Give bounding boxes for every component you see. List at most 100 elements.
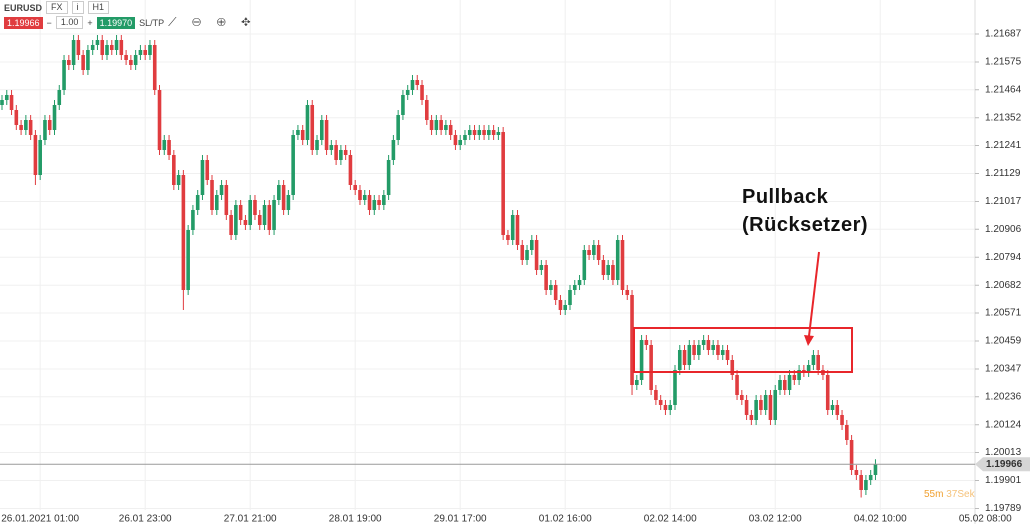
candle-body xyxy=(348,155,353,185)
candle-body xyxy=(362,195,367,200)
sltp[interactable]: SL/TP xyxy=(139,17,165,28)
candle-body xyxy=(429,120,434,130)
candle-body xyxy=(71,40,76,65)
candle-body xyxy=(324,120,329,150)
y-tick-label: 1.20794 xyxy=(985,252,1022,263)
candle-body xyxy=(773,390,778,420)
candle-body xyxy=(558,300,563,310)
candle-body xyxy=(181,175,186,290)
candle-body xyxy=(386,160,391,195)
candle-body xyxy=(162,140,167,150)
candle-body xyxy=(768,395,773,420)
candle-body xyxy=(262,205,267,225)
candle-body xyxy=(845,425,849,440)
candle-body xyxy=(864,480,868,490)
timeframe[interactable]: H1 xyxy=(87,1,110,14)
y-tick-label: 1.19901 xyxy=(985,475,1022,486)
candle-body xyxy=(334,145,338,160)
candle-body xyxy=(854,470,859,475)
candle-body xyxy=(62,60,66,90)
candle-body xyxy=(253,200,257,215)
candle-body xyxy=(19,125,23,130)
candle-body xyxy=(291,135,295,195)
candle-body xyxy=(701,340,706,345)
minus[interactable]: − xyxy=(46,17,52,28)
candle-body xyxy=(849,440,854,470)
candle-body xyxy=(520,245,525,260)
candle-body xyxy=(243,220,248,225)
candle-body xyxy=(214,195,219,210)
candle-body xyxy=(463,135,467,140)
candle-body xyxy=(859,475,863,490)
candle-body xyxy=(587,250,591,255)
candle-body xyxy=(625,290,630,295)
candle-body xyxy=(191,210,195,230)
candle-body xyxy=(81,55,85,70)
candle-body xyxy=(811,355,816,365)
info-icon[interactable]: i xyxy=(71,1,84,14)
candle-body xyxy=(472,130,477,135)
candle-body xyxy=(248,200,252,225)
arrow-head xyxy=(804,335,814,346)
candle-body xyxy=(601,260,606,275)
candle-body xyxy=(124,55,128,60)
candle-body xyxy=(596,245,601,260)
y-tick-label: 1.19789 xyxy=(985,503,1022,514)
candle-body xyxy=(267,205,272,230)
candle-body xyxy=(195,195,200,210)
candle-body xyxy=(673,370,677,405)
candle-body xyxy=(444,125,448,130)
candle-body xyxy=(319,120,324,140)
market[interactable]: FX xyxy=(46,1,68,14)
y-tick-label: 1.21017 xyxy=(985,196,1022,207)
x-tick-label: 04.02 10:00 xyxy=(854,514,907,525)
candle-body xyxy=(759,400,763,410)
y-tick-label: 1.20124 xyxy=(985,419,1022,430)
annotation-line: (Rücksetzer) xyxy=(742,214,869,236)
candle-body xyxy=(305,105,310,140)
candle-body xyxy=(176,175,181,185)
x-tick-label: 05.02 08:00 xyxy=(959,514,1012,525)
y-tick-label: 1.20906 xyxy=(985,224,1022,235)
candle-body xyxy=(114,40,119,50)
candle-body xyxy=(133,55,138,65)
candle-body xyxy=(749,415,754,420)
candle-body xyxy=(534,240,539,270)
y-tick-label: 1.20682 xyxy=(985,280,1022,291)
grid xyxy=(0,0,975,510)
y-tick-label: 1.21687 xyxy=(985,29,1022,40)
candle-body xyxy=(28,120,33,135)
symbol[interactable]: EURUSD xyxy=(4,2,43,13)
pullback-box xyxy=(633,327,853,373)
annotation-arrow xyxy=(808,251,820,337)
countdown-seconds: 37Sek xyxy=(946,489,975,500)
candle-body xyxy=(52,105,57,130)
candle-body xyxy=(24,120,28,130)
candle-body xyxy=(582,250,587,280)
candle-body xyxy=(797,370,801,380)
candle-body xyxy=(119,40,124,55)
candle-body xyxy=(792,375,797,380)
y-tick-label: 1.20571 xyxy=(985,308,1022,319)
ask-button[interactable]: 1.19970 xyxy=(96,16,136,29)
candle-body xyxy=(109,45,114,50)
tool-icons[interactable]: ⟋ ⊖ ⊕ ✥ xyxy=(168,15,257,29)
toolbar: EURUSD FX i H1 1.19966 − 1.00 + 1.19970 … xyxy=(0,0,257,30)
candle-body xyxy=(787,375,792,390)
candle-body xyxy=(200,160,205,195)
candle-body xyxy=(167,140,171,155)
candle-body xyxy=(754,400,758,420)
candle-body xyxy=(677,350,682,370)
candle-body xyxy=(138,50,143,55)
candle-body xyxy=(682,350,687,365)
candle-body xyxy=(353,185,358,190)
plus[interactable]: + xyxy=(87,17,93,28)
quantity[interactable]: 1.00 xyxy=(55,16,84,29)
candle-body xyxy=(477,130,482,135)
candle-body xyxy=(549,285,553,290)
candle-body xyxy=(568,290,572,305)
bid-button[interactable]: 1.19966 xyxy=(4,16,43,29)
candle-body xyxy=(4,95,9,100)
